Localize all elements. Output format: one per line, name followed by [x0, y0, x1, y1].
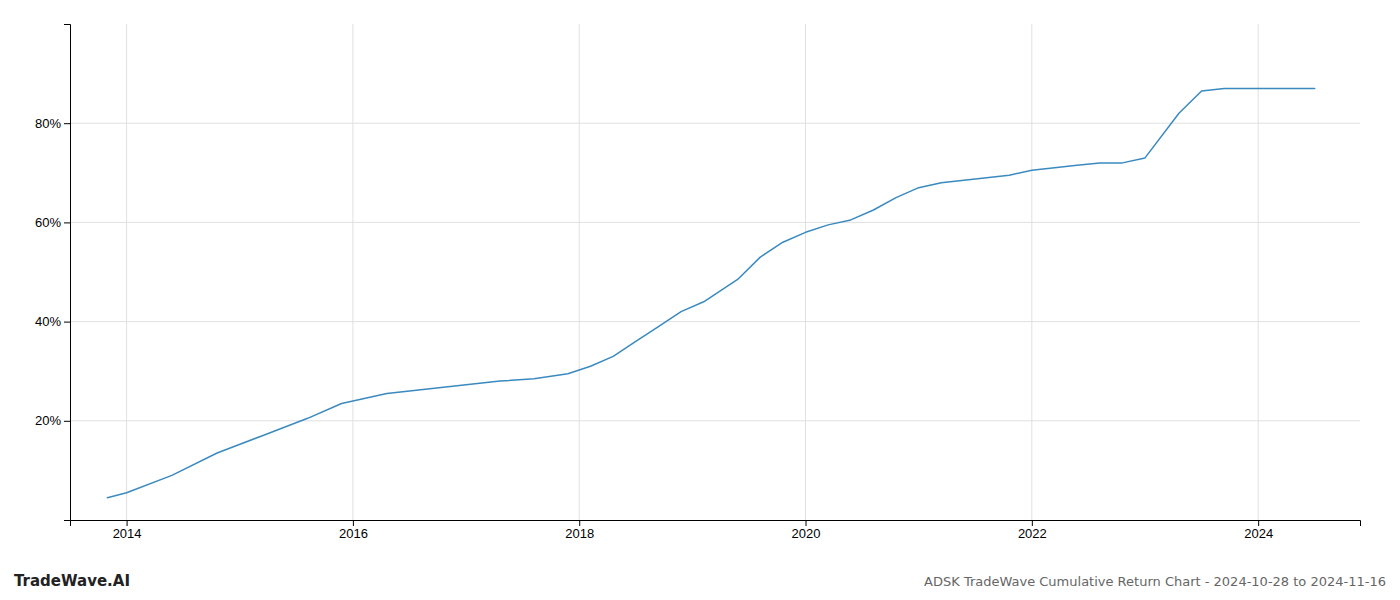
x-tick-mark [353, 520, 354, 526]
y-axis-line [64, 25, 71, 521]
grid [70, 24, 1360, 520]
y-tick: 80% [35, 116, 70, 131]
x-tick: 2020 [792, 520, 821, 541]
grid-line-x [352, 24, 353, 520]
marks [107, 88, 1314, 497]
footer: TradeWave.AI ADSK TradeWave Cumulative Re… [14, 572, 1386, 590]
x-tick-mark [127, 520, 128, 526]
x-tick-label: 2014 [113, 526, 142, 541]
y-tick-mark [64, 322, 70, 323]
y-tick-label: 60% [35, 215, 61, 230]
y-tick-mark [64, 123, 70, 124]
x-axis-line [71, 521, 1361, 527]
x-tick-mark [1032, 520, 1033, 526]
x-tick-mark [1258, 520, 1259, 526]
plot-area: 2014 2016 2018 2020 2022 2024 20% 40% 60% 80% [35, 24, 1361, 541]
x-tick-mark [806, 520, 807, 526]
grid-line-y [70, 420, 1360, 421]
footer-left: TradeWave.AI [14, 572, 130, 590]
title: ADSK TradeWave Cumulative Return Chart -… [924, 574, 1386, 589]
x-tick: 2016 [339, 520, 368, 541]
x-tick-label: 2020 [792, 526, 821, 541]
x-tick-label: 2016 [339, 526, 368, 541]
x-tick: 2024 [1244, 520, 1273, 541]
grid-line-x [1258, 24, 1259, 520]
line [107, 88, 1314, 497]
chart: 2014 2016 2018 2020 2022 2024 20% 40% 60% 80% Trad… [0, 0, 1400, 600]
x-tick-label: 2022 [1018, 526, 1047, 541]
grid-line-y [70, 321, 1360, 322]
x-tick-mark [579, 520, 580, 526]
y-axis: 20% 40% 60% 80% [35, 25, 71, 521]
y-tick-label: 40% [35, 314, 61, 329]
x-axis: 2014 2016 2018 2020 2022 2024 [71, 520, 1361, 541]
x-tick: 2014 [113, 520, 142, 541]
grid-line-x [579, 24, 580, 520]
grid-line-x [1031, 24, 1032, 520]
grid-line-y [70, 123, 1360, 124]
y-tick-label: 20% [35, 413, 61, 428]
y-tick: 60% [35, 215, 70, 230]
x-tick: 2018 [565, 520, 594, 541]
y-tick-label: 80% [35, 116, 61, 131]
y-tick-mark [64, 421, 70, 422]
x-tick-label: 2024 [1244, 526, 1273, 541]
x-tick: 2022 [1018, 520, 1047, 541]
y-tick: 20% [35, 413, 70, 428]
x-tick-label: 2018 [565, 526, 594, 541]
y-tick: 40% [35, 314, 70, 329]
y-tick-mark [64, 222, 70, 223]
grid-line-y [70, 222, 1360, 223]
grid-line-x [805, 24, 806, 520]
grid-line-x [126, 24, 127, 520]
